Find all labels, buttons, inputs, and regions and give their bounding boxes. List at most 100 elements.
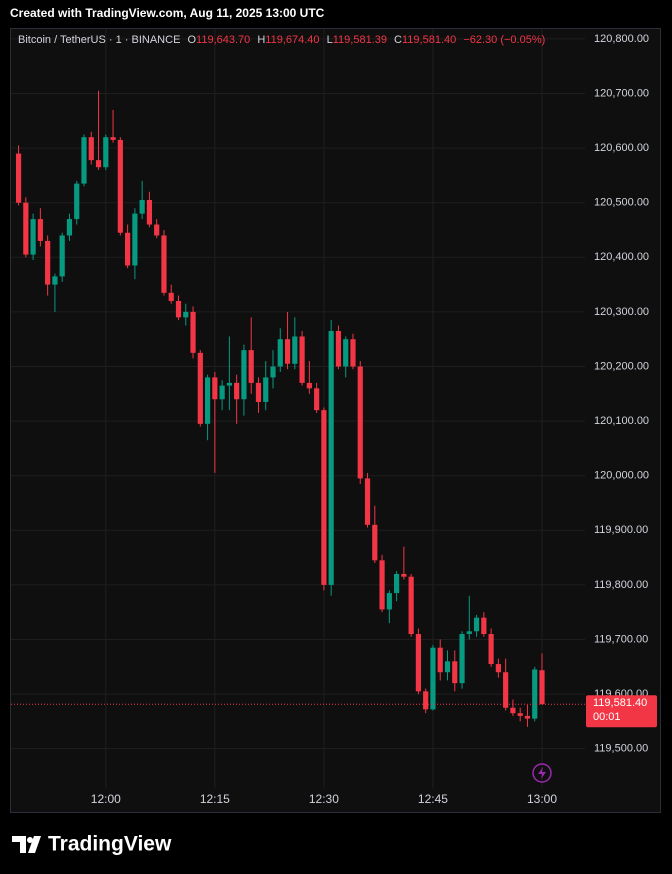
candle-body [117, 139, 123, 233]
candle-body [335, 331, 342, 367]
legend-value: 119,674.40 [265, 34, 320, 46]
last-price-box [586, 695, 657, 728]
legend-change: −62.30 (−0.05%) [463, 34, 546, 46]
symbol-legend: Bitcoin / TetherUS · 1 · BINANCE O119,64… [18, 34, 545, 46]
candle-body [350, 339, 356, 367]
plot: 119,500.00119,600.00119,700.00119,800.00… [11, 29, 657, 806]
candle-body [197, 352, 203, 424]
logo-t [12, 836, 26, 853]
alert-icon[interactable] [532, 763, 552, 783]
y-tick-label: 120,600.00 [594, 142, 649, 154]
header: Created with TradingView.com, Aug 11, 20… [10, 6, 325, 20]
candle-body [219, 385, 225, 400]
candle-body [241, 350, 247, 400]
legend-value: 119,643.70 [196, 34, 251, 46]
candle-body [248, 350, 254, 383]
legend-value: 119,581.39 [332, 34, 387, 46]
y-tick-label: 120,400.00 [594, 251, 649, 263]
y-tick-label: 120,200.00 [594, 360, 649, 372]
candle-body [524, 715, 531, 719]
candle-body [364, 478, 371, 525]
y-tick-label: 120,000.00 [594, 470, 649, 482]
candle-body [204, 377, 211, 424]
y-tick-label: 119,700.00 [594, 633, 648, 645]
candle-body [103, 137, 109, 168]
candle-body [379, 560, 385, 610]
candle-body [306, 382, 312, 389]
candle-body [139, 199, 145, 214]
legend-key: L [326, 34, 333, 46]
legend-key: O [187, 34, 197, 46]
candle-body [81, 137, 87, 184]
candle-body [437, 647, 443, 673]
candle-body [408, 576, 414, 635]
candle-body [532, 669, 538, 719]
candle-body [488, 634, 494, 665]
candle-body [270, 366, 276, 378]
candle-body [168, 292, 174, 301]
candle-body [357, 366, 363, 479]
candle-body [37, 219, 43, 241]
candle-body [452, 661, 458, 684]
candle-body [183, 311, 189, 318]
candle-body [45, 240, 51, 285]
y-tick-label: 120,100.00 [594, 415, 649, 427]
last-price-label: 119,581.40 [593, 697, 647, 709]
candle-body [277, 339, 283, 367]
candle-body [394, 573, 400, 594]
legend-value: 119,581.40 [402, 34, 457, 46]
legend-key: C [394, 34, 402, 46]
y-tick-label: 119,900.00 [594, 524, 648, 536]
candle-body [517, 713, 523, 716]
candle-body [481, 617, 487, 635]
candle-body [343, 339, 349, 367]
candle-body [146, 199, 153, 225]
candle-body [299, 336, 305, 383]
alert-bolt [538, 767, 546, 779]
legend-key: H [257, 34, 266, 46]
candle-body [154, 224, 160, 236]
candle-body [510, 707, 516, 714]
candle-body [125, 232, 131, 266]
candle-body [444, 661, 451, 673]
logo-dot [27, 837, 33, 843]
candle-body [110, 137, 116, 140]
candle-body [59, 235, 65, 277]
candle-body [175, 300, 182, 318]
countdown-label: 00:01 [593, 711, 621, 723]
brand-name: TradingView [48, 833, 172, 856]
candle-body [401, 573, 407, 577]
y-tick-label: 120,700.00 [594, 87, 649, 99]
candle-body [132, 213, 138, 266]
x-tick-label: 12:30 [309, 792, 339, 806]
x-tick-label: 12:45 [418, 792, 448, 806]
candle-body [66, 219, 73, 236]
candle-body [415, 634, 422, 692]
candle-body [466, 631, 472, 635]
candle-body [314, 388, 320, 411]
candle-body [284, 339, 291, 364]
y-tick-label: 119,500.00 [594, 743, 648, 755]
candle-body [212, 377, 218, 400]
candle-body [430, 647, 436, 710]
candle-body [226, 382, 232, 386]
candle-body [473, 617, 480, 632]
brand-logo [12, 836, 41, 853]
x-tick-label: 13:00 [527, 792, 557, 806]
candle-body [372, 524, 378, 561]
candle-body [234, 382, 240, 400]
candle-body [88, 137, 94, 161]
candle-body [328, 331, 334, 585]
candle-body [30, 219, 36, 255]
y-tick-label: 120,800.00 [594, 33, 649, 45]
candle-body [263, 377, 269, 402]
logo-v [28, 836, 41, 853]
candle-body [292, 336, 298, 364]
candle-body [95, 160, 102, 168]
candle-body [15, 153, 22, 203]
candle-body [52, 276, 58, 285]
candle-body [423, 691, 429, 710]
candle-body [495, 664, 501, 673]
